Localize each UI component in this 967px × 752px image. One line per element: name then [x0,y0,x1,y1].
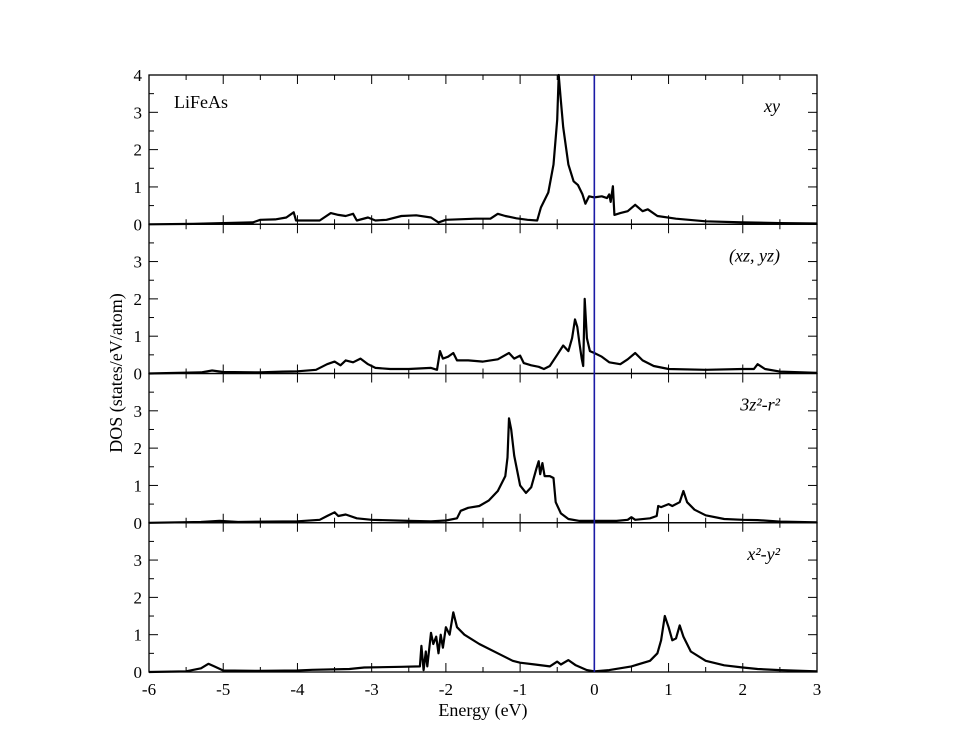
panel-label: xy [763,96,780,116]
x-tick-label: -2 [439,680,453,699]
panel-0: 0 1 2 3 4 xy [134,66,818,234]
x-tick-label: 3 [813,680,822,699]
y-tick-label: 1 [134,327,143,346]
y-tick-label: 1 [134,178,143,197]
x-tick-label: 1 [664,680,673,699]
x-tick-label: -4 [290,680,305,699]
dos-curve [148,297,818,375]
dos-curve [148,417,818,524]
panel-1: 0 1 2 3 (xz, yz) [134,223,818,384]
panel-frame [148,223,818,375]
panel-frame [148,74,818,225]
y-tick-label: 3 [134,402,143,421]
y-tick-label: 3 [134,551,143,570]
y-tick-label: 2 [134,141,143,160]
y-tick-label: 0 [134,663,143,682]
y-tick-label: 1 [134,476,143,495]
y-tick-label: 3 [134,103,143,122]
dos-curve [148,611,818,674]
x-tick-label: -6 [142,680,156,699]
x-tick-label: -5 [216,680,230,699]
y-tick-label: 2 [134,439,143,458]
panel-2: 0 1 2 3 3z²-r² [134,372,818,533]
x-tick-label: 2 [739,680,748,699]
x-axis-group: -6 -5 -4 -3 -2 -1 0 1 2 3 [142,680,821,699]
panel-label: x²-y² [746,544,780,564]
y-tick-label: 2 [134,588,143,607]
y-tick-label: 3 [134,253,143,272]
panels-group: 0 1 2 3 4 xy 0 1 2 3 (xz, yz) 0 1 2 3 3z²-r² 0 1 2 3 x²-y² [134,66,818,682]
y-tick-label: 0 [134,365,143,384]
y-tick-label: 0 [134,514,143,533]
x-tick-label: -1 [513,680,527,699]
panel-frame [148,372,818,524]
y-axis-title: DOS (states/eV/atom) [106,293,127,452]
y-tick-label: 1 [134,626,143,645]
y-tick-label: 4 [134,66,143,85]
y-tick-label: 2 [134,290,143,309]
x-tick-label: 0 [590,680,599,699]
dos-curve [148,73,818,226]
x-axis-title: Energy (eV) [438,700,527,721]
x-tick-label: -3 [365,680,379,699]
panel-3: 0 1 2 3 x²-y² [134,522,818,682]
y-tick-label: 0 [134,215,143,234]
panel-label: 3z²-r² [739,395,780,415]
system-label: LiFeAs [174,92,228,112]
panel-frame [148,522,818,673]
panel-label: (xz, yz) [729,245,780,266]
